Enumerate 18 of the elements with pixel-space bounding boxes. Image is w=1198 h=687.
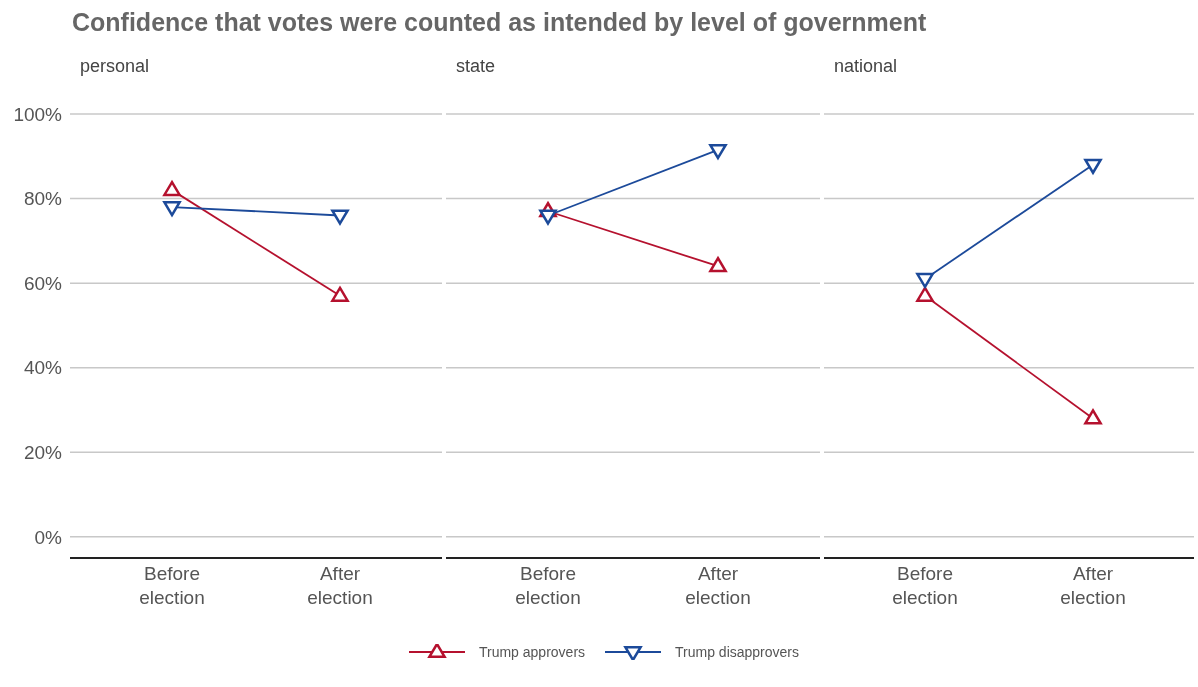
y-tick-label: 40% <box>23 357 63 379</box>
x-tick-label: After election <box>307 563 373 608</box>
y-tick-label: 80% <box>23 188 63 210</box>
x-tick-label: Before election <box>515 563 581 608</box>
y-tick-label: 60% <box>23 272 63 294</box>
x-tick-label: After election <box>685 563 751 608</box>
text: Confidence that votes were counted as intended by level of government <box>72 8 928 38</box>
legend-label: Trump disapprovers <box>675 644 800 660</box>
chart-subtitle: state <box>456 55 497 78</box>
chart-subtitle: national <box>834 55 899 78</box>
y-tick-label: 100% <box>13 103 63 125</box>
legend-label: Trump approvers <box>478 644 586 660</box>
y-tick-label: 0% <box>34 526 63 548</box>
x-tick-label: Before election <box>139 563 205 608</box>
y-tick-label: 20% <box>23 442 63 464</box>
chart-subtitle: personal <box>80 55 151 78</box>
x-tick-label: After election <box>1060 563 1126 608</box>
x-tick-label: Before election <box>892 563 958 608</box>
